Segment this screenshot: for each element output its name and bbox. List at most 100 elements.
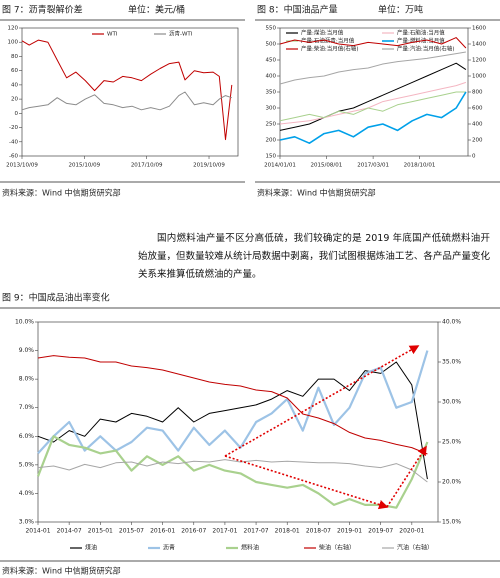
y2-tick-label: 1400 bbox=[472, 42, 486, 48]
y-tick-label: 250 bbox=[266, 122, 277, 128]
plot-frame bbox=[21, 27, 239, 157]
series-line bbox=[37, 361, 428, 480]
x-tick-label: 2018-07 bbox=[306, 528, 331, 535]
paragraph: 国内燃料油产量不区分高低硫，我们较确定的是 2019 年底国产低硫燃料油开始放量… bbox=[138, 233, 490, 280]
x-tick-label: 2018/10/01 bbox=[404, 163, 436, 169]
legend-label: 柴油（右轴） bbox=[319, 544, 355, 552]
y-tick-label: 350 bbox=[266, 90, 277, 96]
legend-label: 燃料油 bbox=[241, 544, 259, 552]
y2-tick-label: 15.0% bbox=[442, 519, 461, 526]
y-tick-label: 80 bbox=[11, 54, 18, 60]
y-tick-label: 400 bbox=[266, 74, 277, 80]
series-line bbox=[279, 91, 466, 122]
y-tick-label: 9.0% bbox=[19, 347, 35, 354]
series-line bbox=[37, 350, 429, 455]
legend-label: 沥青-WTI bbox=[169, 30, 193, 38]
series-line bbox=[279, 51, 466, 85]
y-tick-label: 550 bbox=[266, 26, 277, 32]
legend-label: 产量:煤油:当月值 bbox=[301, 29, 344, 37]
fig9-source: 资料来源：Wind 中信期货研究部 bbox=[2, 566, 121, 576]
x-tick-label: 2015/10/09 bbox=[68, 163, 100, 169]
y-tick-label: -60 bbox=[9, 154, 18, 160]
y-tick-label: -20 bbox=[9, 125, 18, 131]
x-tick-label: 2015-07 bbox=[119, 528, 144, 535]
y-tick-label: 7.0% bbox=[19, 404, 35, 411]
fig7-source: 资料来源：Wind 中信期货研究部 bbox=[2, 188, 121, 198]
series-line bbox=[279, 91, 467, 144]
legend-label: 产量:石油沥青:当月值 bbox=[301, 37, 355, 45]
legend-label: 煤油 bbox=[85, 544, 97, 552]
y2-tick-label: 0 bbox=[472, 154, 476, 160]
series-line bbox=[37, 355, 428, 455]
series-line bbox=[36, 435, 429, 509]
x-tick-label: 2017-07 bbox=[244, 528, 269, 535]
y-tick-label: 150 bbox=[266, 154, 277, 160]
x-tick-label: 2013/10/09 bbox=[6, 163, 38, 169]
fig8-source: 资料来源：Wind 中信期货研究部 bbox=[257, 188, 376, 198]
arrow bbox=[224, 455, 389, 510]
y-tick-label: 100 bbox=[8, 40, 19, 46]
legend-label: WTI bbox=[107, 32, 118, 38]
x-tick-label: 2015-01 bbox=[88, 528, 113, 535]
y-tick-label: 6.0% bbox=[19, 433, 35, 440]
y-tick-label: -40 bbox=[9, 139, 18, 145]
y-tick-label: 8.0% bbox=[19, 376, 35, 383]
fig7-title: 图 7：沥青裂解价差 bbox=[2, 4, 83, 16]
legend-label: 产量:石脑油:当月值 bbox=[397, 29, 445, 37]
y2-tick-label: 40.0% bbox=[442, 319, 461, 326]
y-tick-label: 3.0% bbox=[19, 519, 35, 526]
y2-tick-label: 400 bbox=[472, 122, 483, 128]
series-line bbox=[279, 81, 467, 125]
y-tick-label: 20 bbox=[11, 97, 18, 103]
legend-label: 汽油（右轴） bbox=[397, 544, 433, 552]
x-tick-label: 2017/03/01 bbox=[357, 163, 389, 169]
series-line bbox=[21, 39, 233, 141]
fig8-title: 图 8：中国油品产量 bbox=[257, 4, 338, 16]
y2-tick-label: 1200 bbox=[472, 58, 486, 64]
series-line bbox=[37, 459, 428, 483]
y2-tick-label: 600 bbox=[472, 106, 483, 112]
x-tick-label: 2015/08/01 bbox=[311, 163, 343, 169]
series-line bbox=[21, 91, 232, 111]
y2-tick-label: 1000 bbox=[472, 74, 486, 80]
fig7-unit: 单位：美元/桶 bbox=[128, 4, 185, 16]
arrow bbox=[224, 345, 420, 457]
legend-label: 产量:汽油:当月值(右轴) bbox=[397, 45, 455, 53]
x-tick-label: 2019-07 bbox=[368, 528, 393, 535]
x-tick-label: 2014-07 bbox=[57, 528, 82, 535]
y-tick-label: 40 bbox=[11, 82, 18, 88]
y-tick-label: 450 bbox=[266, 58, 277, 64]
y-tick-label: 4.0% bbox=[19, 490, 35, 497]
fig9-title: 图 9：中国成品油出率变化 bbox=[2, 292, 110, 304]
x-tick-label: 2020-01 bbox=[399, 528, 424, 535]
x-tick-label: 2017-01 bbox=[212, 528, 237, 535]
y-tick-label: 300 bbox=[266, 106, 277, 112]
x-tick-label: 2019/10/09 bbox=[193, 163, 225, 169]
y-tick-label: 200 bbox=[266, 138, 277, 144]
series-line bbox=[279, 37, 467, 49]
y-tick-label: 5.0% bbox=[19, 461, 35, 468]
y-tick-label: 120 bbox=[8, 26, 19, 32]
series-line bbox=[279, 62, 467, 131]
plot-frame bbox=[37, 321, 439, 523]
legend-label: 产量:柴油:当月值(右轴) bbox=[301, 45, 359, 53]
trend-arrows bbox=[224, 345, 427, 510]
y-tick-label: 10.0% bbox=[15, 319, 34, 326]
y2-tick-label: 35.0% bbox=[442, 359, 461, 366]
x-tick-label: 2014/01/01 bbox=[264, 163, 296, 169]
y2-tick-label: 30.0% bbox=[442, 399, 461, 406]
y-tick-label: 60 bbox=[11, 68, 18, 74]
y-tick-label: 500 bbox=[266, 42, 277, 48]
y2-tick-label: 20.0% bbox=[442, 479, 461, 486]
fig8-unit: 单位：万吨 bbox=[378, 4, 423, 16]
x-tick-label: 2016-07 bbox=[181, 528, 206, 535]
legend-label: 沥青 bbox=[163, 544, 175, 552]
x-tick-label: 2018-01 bbox=[275, 528, 300, 535]
x-tick-label: 2017/10/09 bbox=[131, 163, 163, 169]
y2-tick-label: 200 bbox=[472, 138, 483, 144]
y-tick-label: 0 bbox=[15, 111, 19, 117]
x-tick-label: 2019-01 bbox=[337, 528, 362, 535]
y2-tick-label: 800 bbox=[472, 90, 483, 96]
